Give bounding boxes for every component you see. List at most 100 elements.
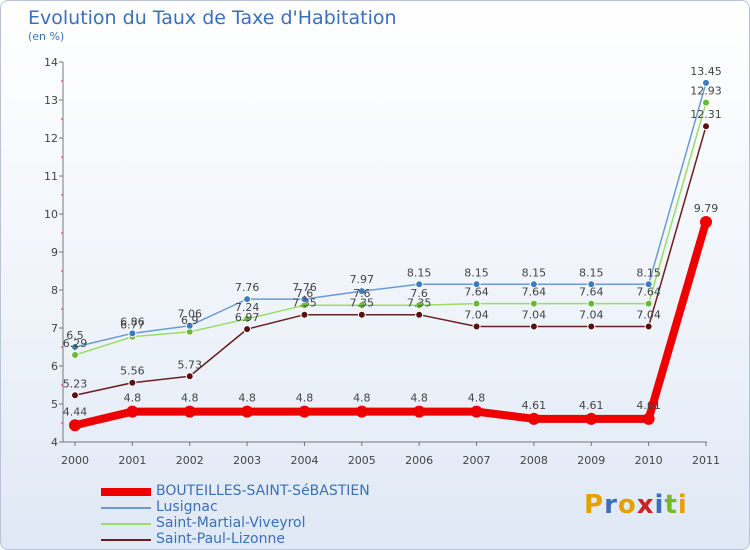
data-label: 4.8 xyxy=(181,392,199,405)
data-point xyxy=(413,405,426,418)
data-point xyxy=(357,287,366,296)
data-point xyxy=(71,343,79,351)
data-point xyxy=(300,310,309,319)
data-point xyxy=(529,280,538,289)
data-label: 4.8 xyxy=(124,392,142,405)
legend-label: BOUTEILLES-SAINT-SéBASTIEN xyxy=(156,483,370,499)
data-label: 4.8 xyxy=(410,392,428,405)
data-point xyxy=(243,295,252,304)
data-point xyxy=(472,299,481,308)
data-label: 6.9 xyxy=(181,314,199,327)
logo-letter: i xyxy=(677,490,688,520)
series-line xyxy=(71,217,710,430)
y-tick-label: 9 xyxy=(51,246,58,259)
data-point xyxy=(126,405,139,418)
data-label: 6.97 xyxy=(235,311,260,324)
data-point xyxy=(183,405,196,418)
chart-subtitle: (en %) xyxy=(28,30,65,43)
data-point xyxy=(71,391,79,400)
x-tick-label: 2003 xyxy=(233,454,261,467)
x-tick-label: 2001 xyxy=(118,454,146,467)
data-label: 13.45 xyxy=(690,65,722,78)
data-label: 7.04 xyxy=(636,308,661,321)
data-label: 6.86 xyxy=(120,315,145,328)
data-point xyxy=(357,301,366,310)
data-label: 4.8 xyxy=(296,392,314,405)
y-tick-label: 11 xyxy=(44,170,58,183)
data-label: 8.15 xyxy=(636,266,661,279)
x-tick-label: 2006 xyxy=(405,454,433,467)
data-label: 7.24 xyxy=(235,301,260,314)
x-tick-label: 2002 xyxy=(176,454,204,467)
data-point xyxy=(702,122,710,131)
data-point xyxy=(243,314,252,323)
data-point xyxy=(529,322,538,331)
data-label: 7.64 xyxy=(522,286,547,299)
data-point xyxy=(355,405,368,418)
data-label: 8.15 xyxy=(464,266,489,279)
y-tick-label: 10 xyxy=(44,208,58,221)
logo-letter: i xyxy=(654,490,665,520)
data-point xyxy=(700,215,712,228)
data-point xyxy=(642,412,655,425)
data-label: 4.8 xyxy=(353,392,371,405)
logo-letter: P xyxy=(584,490,605,520)
x-tick-label: 2009 xyxy=(577,454,605,467)
logo-letter: t xyxy=(664,490,678,520)
y-tick-label: 13 xyxy=(44,94,58,107)
data-label: 12.31 xyxy=(690,108,722,121)
data-label: 4.44 xyxy=(63,405,88,418)
series-line xyxy=(74,82,707,348)
data-label: 7.6 xyxy=(296,287,314,300)
x-tick-label: 2008 xyxy=(520,454,548,467)
data-point xyxy=(128,329,137,338)
logo-letter: r xyxy=(604,490,618,520)
x-tick-label: 2007 xyxy=(463,454,491,467)
data-label: 8.15 xyxy=(522,266,547,279)
data-label: 4.61 xyxy=(579,399,604,412)
legend-swatch xyxy=(101,507,151,509)
data-point xyxy=(472,280,481,289)
legend-swatch xyxy=(101,488,151,496)
data-label: 5.56 xyxy=(120,365,145,378)
data-label: 8.15 xyxy=(407,266,432,279)
data-label: 8.15 xyxy=(579,266,604,279)
data-label: 4.8 xyxy=(238,392,256,405)
x-tick-label: 2004 xyxy=(290,454,318,467)
data-point xyxy=(644,280,653,289)
y-tick-label: 8 xyxy=(51,284,58,297)
data-label: 7.04 xyxy=(522,308,547,321)
y-tick-label: 4 xyxy=(51,436,58,449)
legend-label: Saint-Paul-Lizonne xyxy=(156,531,285,547)
logo-letter: x xyxy=(636,490,655,520)
data-label: 7.64 xyxy=(579,286,604,299)
data-point xyxy=(185,321,194,330)
data-point xyxy=(702,78,710,87)
data-point xyxy=(71,350,79,359)
data-label: 9.79 xyxy=(694,202,719,215)
y-tick-label: 5 xyxy=(51,398,58,411)
data-point xyxy=(644,322,653,331)
legend-label: Lusignac xyxy=(156,499,218,515)
data-point xyxy=(585,412,598,425)
data-label: 6.29 xyxy=(63,337,88,350)
data-label: 4.8 xyxy=(468,392,486,405)
data-label: 12.93 xyxy=(690,85,722,98)
data-label: 5.23 xyxy=(63,377,88,390)
data-point xyxy=(472,322,481,331)
x-tick-label: 2011 xyxy=(692,454,720,467)
x-tick-label: 2005 xyxy=(348,454,376,467)
y-tick-label: 14 xyxy=(44,56,58,69)
data-point xyxy=(587,280,596,289)
data-label: 7.04 xyxy=(579,308,604,321)
series-line xyxy=(74,125,707,397)
data-point xyxy=(415,280,424,289)
data-point xyxy=(702,98,710,107)
data-point xyxy=(241,405,254,418)
x-tick-label: 2010 xyxy=(635,454,663,467)
y-tick-label: 12 xyxy=(44,132,58,145)
data-point xyxy=(300,295,309,304)
data-label: 7.64 xyxy=(464,286,489,299)
